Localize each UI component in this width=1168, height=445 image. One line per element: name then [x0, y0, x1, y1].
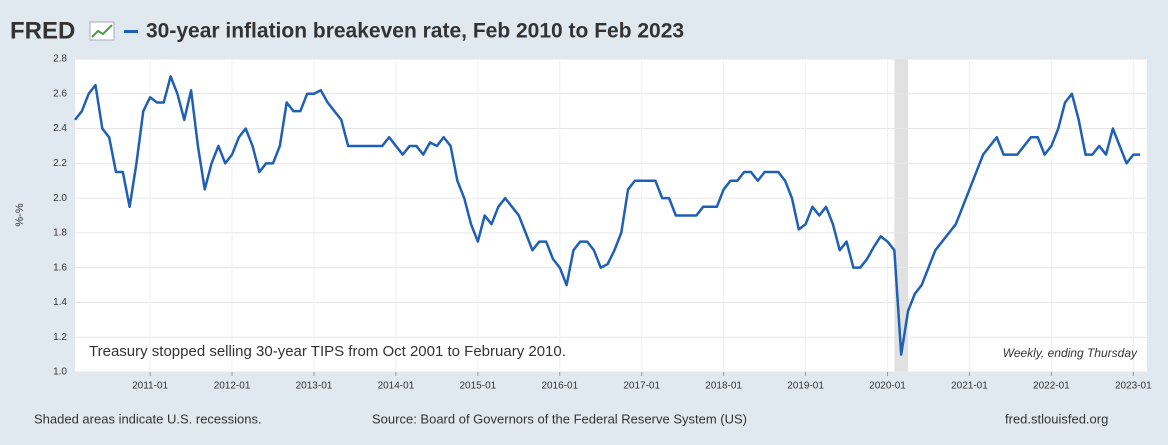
x-tick-label: 2016-01 — [541, 381, 578, 392]
x-tick-label: 2011-01 — [132, 381, 168, 392]
plot-area — [75, 59, 1147, 372]
y-tick-label: 2.0 — [53, 193, 67, 204]
logo-icon — [89, 21, 115, 41]
chart-title: 30-year inflation breakeven rate, Feb 20… — [146, 20, 684, 43]
x-tick-label: 2013-01 — [296, 381, 333, 392]
legend-swatch — [124, 30, 138, 33]
x-tick-label: 2015-01 — [460, 381, 497, 392]
x-tick-label: 2020-01 — [869, 381, 906, 392]
y-tick-label: 1.4 — [53, 297, 67, 308]
y-axis-label: %-% — [14, 203, 26, 226]
logo-line — [91, 24, 113, 38]
y-tick-label: 1.6 — [53, 262, 67, 273]
frequency-note: Weekly, ending Thursday — [1003, 346, 1138, 360]
y-tick-label: 1.2 — [53, 332, 67, 343]
x-tick-label: 2017-01 — [623, 381, 660, 392]
x-tick-label: 2023-01 — [1115, 381, 1152, 392]
site: fred.stlouisfed.org — [1005, 411, 1108, 426]
x-tick-label: 2022-01 — [1033, 381, 1070, 392]
x-tick-label: 2019-01 — [787, 381, 824, 392]
y-tick-label: 2.4 — [53, 123, 67, 134]
data-line — [74, 75, 1141, 356]
y-tick-label: 1.8 — [53, 228, 67, 239]
source: Source: Board of Governors of the Federa… — [372, 411, 747, 426]
recession-note: Shaded areas indicate U.S. recessions. — [34, 411, 262, 426]
annotation: Treasury stopped selling 30-year TIPS fr… — [89, 343, 566, 360]
x-tick-label: 2012-01 — [214, 381, 251, 392]
y-tick-label: 1.0 — [53, 367, 67, 378]
x-tick-label: 2021-01 — [951, 381, 988, 392]
x-tick-label: 2014-01 — [378, 381, 415, 392]
plot: 1.0 1.2 1.4 1.6 1.8 2.0 2.2 2.4 2.6 2.8 2011-01 201… — [53, 54, 1152, 392]
logo-box — [89, 21, 115, 41]
y-tick-label: 2.6 — [53, 88, 67, 99]
x-tick-label: 2018-01 — [705, 381, 742, 392]
brand-logo: FRED — [10, 17, 75, 44]
y-tick-label: 2.2 — [53, 158, 67, 169]
y-tick-label: 2.8 — [53, 54, 67, 65]
